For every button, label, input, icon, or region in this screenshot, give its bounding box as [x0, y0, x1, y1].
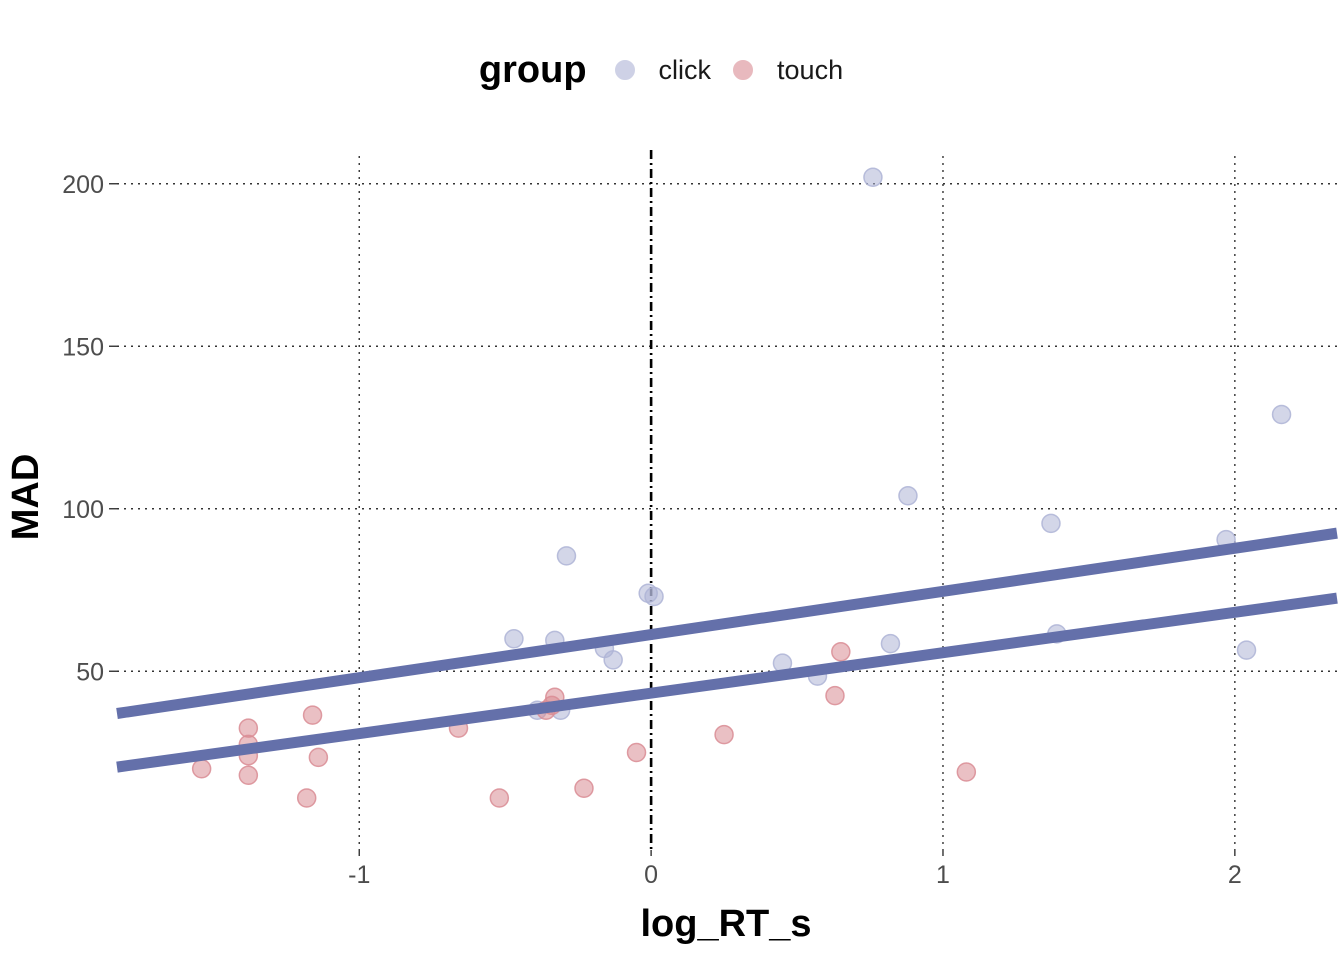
point-touch: [956, 762, 977, 782]
point-touch: [489, 788, 510, 808]
point-touch: [574, 778, 594, 798]
legend-item-click: click: [614, 54, 712, 86]
fit-line-2: [116, 592, 1338, 773]
point-click: [863, 167, 883, 187]
grid-lines: [117, 156, 1337, 850]
legend: group click touch: [0, 44, 1344, 96]
tick-label-x: 0: [644, 861, 658, 889]
legend-key-click-icon: [614, 60, 635, 80]
axis-ticks: 50 100 150 200 -1 0 1 2: [62, 171, 1242, 889]
tick-label-y: 150: [62, 333, 104, 361]
point-touch: [296, 788, 317, 808]
point-click: [1271, 404, 1292, 425]
point-click: [644, 586, 664, 607]
point-touch: [191, 759, 212, 779]
point-click: [504, 629, 524, 649]
point-click: [880, 633, 901, 654]
tick-label-y: 100: [62, 496, 104, 524]
legend-title: group: [478, 48, 587, 91]
x-axis-title: log_RT_s: [640, 903, 811, 945]
tick-label-x: 2: [1228, 861, 1242, 889]
fit-line-1: [116, 527, 1338, 719]
point-click: [1236, 640, 1257, 660]
tick-label-y: 50: [76, 658, 104, 686]
data-points: [191, 167, 1292, 808]
point-touch: [308, 747, 329, 768]
point-click: [1041, 513, 1061, 534]
legend-item-touch: touch: [733, 55, 843, 86]
point-click: [603, 650, 623, 670]
legend-label-touch: touch: [777, 54, 844, 85]
point-touch: [831, 642, 851, 662]
tick-label-x: 1: [936, 861, 950, 889]
tick-label-x: -1: [348, 861, 370, 889]
point-click: [898, 486, 918, 506]
tick-label-y: 200: [62, 171, 104, 199]
y-axis-title: MAD: [5, 454, 47, 541]
point-touch: [825, 685, 845, 706]
point-touch: [302, 705, 323, 725]
legend-label-click: click: [658, 54, 712, 85]
point-click: [556, 546, 577, 566]
point-touch: [714, 724, 734, 745]
point-touch: [238, 765, 259, 785]
legend-key-touch-icon: [733, 60, 754, 80]
point-touch: [626, 742, 647, 763]
point-touch: [238, 718, 259, 738]
fit-lines: [116, 527, 1338, 773]
